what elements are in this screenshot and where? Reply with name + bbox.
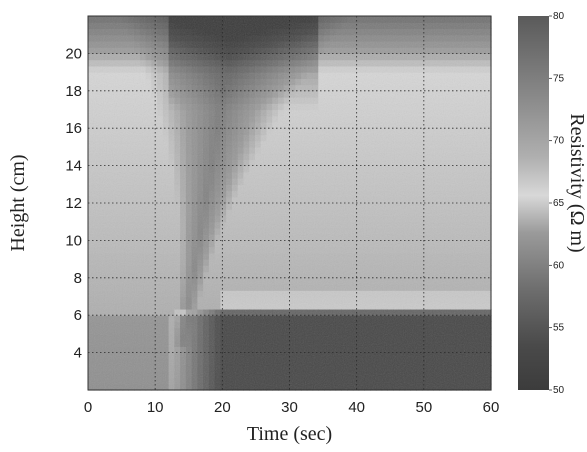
x-tick-label: 0 [84,399,92,416]
y-tick-labels: 4 6 8 10 12 14 16 18 20 [65,45,82,361]
y-tick-label: 6 [74,307,82,324]
colorbar-tick-label: 80 [553,11,565,22]
y-axis-label: Height (cm) [7,154,29,251]
y-tick-label: 8 [74,270,82,287]
colorbar-tick-label: 75 [553,73,565,84]
y-tick-label: 12 [65,195,82,212]
colorbar-tick-label: 65 [553,198,565,209]
y-tick-label: 18 [65,83,82,100]
colorbar-tick-label: 55 [553,323,565,334]
colorbar-tick-label: 70 [553,136,565,147]
x-tick-label: 40 [348,399,365,416]
y-tick-label: 20 [65,45,82,62]
x-tick-label: 20 [214,399,231,416]
grid-lines [88,16,491,390]
colorbar-tick-label: 60 [553,260,565,271]
x-tick-label: 50 [415,399,432,416]
plot-frame [87,15,492,391]
y-tick-label: 16 [65,120,82,137]
x-tick-label: 30 [281,399,298,416]
y-tick-label: 4 [74,345,82,362]
colorbar-label: Resistivity (Ω m) [566,113,587,252]
x-tick-label: 10 [147,399,164,416]
x-tick-label: 60 [483,399,500,416]
colorbar [518,16,549,390]
x-axis-label: Time (sec) [247,423,332,445]
x-tick-labels: 0 10 20 30 40 50 60 [84,399,500,416]
colorbar-tick-label: 50 [553,385,565,396]
colorbar-tick-labels: 50 55 60 65 70 75 80 [549,11,565,396]
y-tick-label: 14 [65,158,82,175]
y-tick-label: 10 [65,232,82,249]
